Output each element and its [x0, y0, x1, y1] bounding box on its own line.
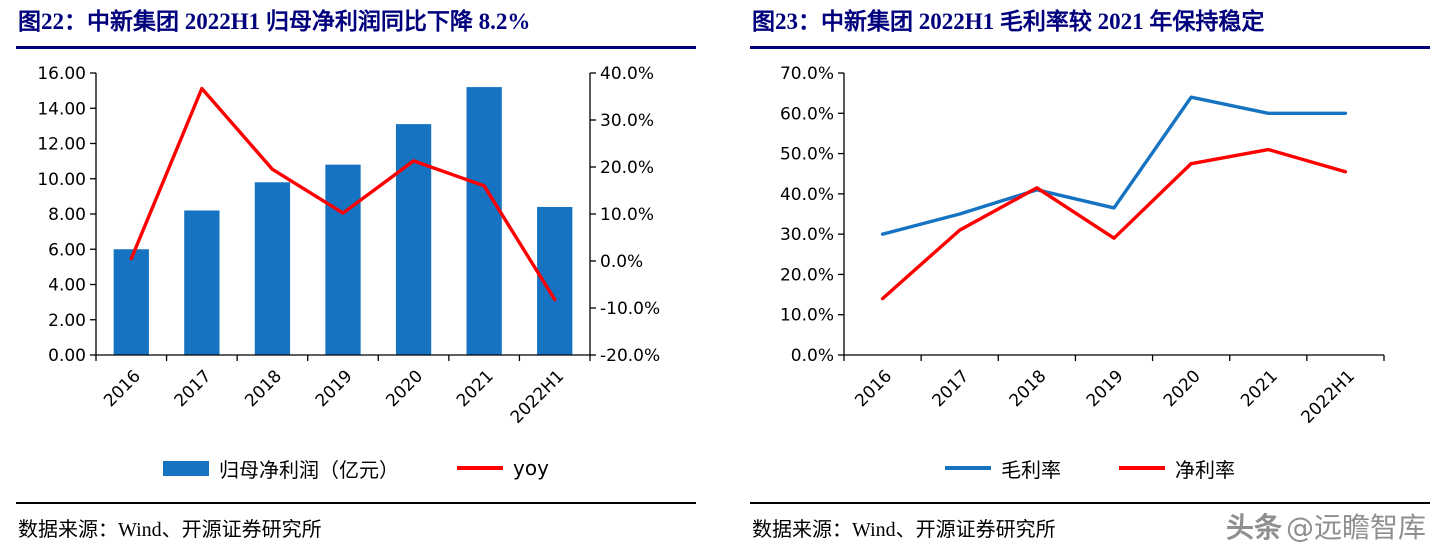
svg-text:0.0%: 0.0% [600, 252, 643, 272]
blue-line-swatch-icon [945, 466, 991, 471]
svg-text:2016: 2016 [100, 366, 145, 411]
figure-22-source: 数据来源：Wind、开源证券研究所 [16, 502, 696, 552]
legend-item-gross-margin: 毛利率 [945, 454, 1061, 483]
svg-text:40.0%: 40.0% [780, 185, 834, 205]
svg-text:30.0%: 30.0% [600, 111, 654, 131]
svg-text:16.00: 16.00 [37, 64, 86, 84]
svg-text:2019: 2019 [1083, 366, 1128, 411]
svg-text:4.00: 4.00 [48, 275, 86, 295]
svg-text:2018: 2018 [241, 366, 286, 411]
red-line-swatch-icon [457, 466, 504, 471]
svg-text:10.00: 10.00 [37, 170, 86, 190]
svg-text:2017: 2017 [929, 366, 974, 411]
figure-22-panel: 图22：中新集团 2022H1 归母净利润同比下降 8.2% 0.00 2.00 4… [16, 6, 696, 552]
figure-23-source: 数据来源：Wind、开源证券研究所 [750, 502, 1430, 552]
svg-text:14.00: 14.00 [37, 99, 86, 119]
svg-text:60.0%: 60.0% [780, 104, 834, 124]
watermark-handle: @远瞻智库 [1285, 511, 1426, 544]
svg-text:6.00: 6.00 [48, 240, 86, 260]
svg-text:2022H1: 2022H1 [507, 366, 568, 427]
svg-text:50.0%: 50.0% [780, 144, 834, 164]
svg-text:8.00: 8.00 [48, 205, 86, 225]
figure-23-title: 图23：中新集团 2022H1 毛利率较 2021 年保持稳定 [750, 6, 1430, 49]
legend-label-net-profit: 归母净利润（亿元） [219, 457, 400, 482]
svg-text:20.0%: 20.0% [600, 158, 654, 178]
figure-23-panel: 图23：中新集团 2022H1 毛利率较 2021 年保持稳定 0.0% 10.0… [750, 6, 1430, 552]
svg-text:2016: 2016 [851, 366, 896, 411]
legend-item-net-margin: 净利率 [1119, 454, 1235, 483]
svg-text:-10.0%: -10.0% [600, 299, 660, 319]
figure-22-title: 图22：中新集团 2022H1 归母净利润同比下降 8.2% [16, 6, 696, 49]
svg-text:20.0%: 20.0% [780, 265, 834, 285]
legend-item-net-profit: 归母净利润（亿元） [163, 454, 399, 483]
figure-23-legend: 毛利率 净利率 [750, 454, 1430, 483]
red-line-swatch-icon [1119, 466, 1165, 471]
watermark: 头条 @远瞻智库 [1226, 506, 1426, 546]
svg-text:30.0%: 30.0% [780, 225, 834, 245]
net-profit-yoy-combo-chart: 0.00 2.00 4.00 6.00 8.00 10.00 12.00 14.00 16.00… [37, 64, 660, 428]
legend-item-yoy: yoy [457, 456, 549, 480]
svg-text:2021: 2021 [453, 366, 498, 411]
svg-text:2020: 2020 [1160, 366, 1205, 411]
figure-22-chart-area: 0.00 2.00 4.00 6.00 8.00 10.00 12.00 14.00 16.00… [16, 59, 696, 454]
svg-text:2018: 2018 [1006, 366, 1051, 411]
legend-label-net-margin: 净利率 [1175, 457, 1235, 482]
legend-label-gross-margin: 毛利率 [1001, 457, 1061, 482]
bar-swatch-icon [163, 460, 210, 476]
margin-trend-line-chart: 0.0% 10.0% 20.0% 30.0% 40.0% 50.0% 60.0% 70.0% 2… [780, 64, 1385, 428]
svg-text:12.00: 12.00 [37, 134, 86, 154]
svg-text:2022H1: 2022H1 [1298, 366, 1359, 427]
svg-text:70.0%: 70.0% [780, 64, 834, 84]
svg-text:0.00: 0.00 [48, 346, 86, 366]
svg-text:-20.0%: -20.0% [600, 346, 660, 366]
legend-label-yoy: yoy [513, 456, 549, 481]
svg-text:10.0%: 10.0% [600, 205, 654, 225]
figure-23-chart-area: 0.0% 10.0% 20.0% 30.0% 40.0% 50.0% 60.0% 70.0% 2… [750, 59, 1430, 454]
svg-text:0.0%: 0.0% [791, 346, 834, 366]
svg-text:2017: 2017 [171, 366, 216, 411]
svg-text:2.00: 2.00 [48, 311, 86, 331]
figure-22-legend: 归母净利润（亿元） yoy [16, 454, 696, 483]
svg-text:2019: 2019 [312, 366, 357, 411]
svg-text:2020: 2020 [382, 366, 427, 411]
watermark-brand: 头条 [1225, 511, 1282, 544]
svg-text:2021: 2021 [1237, 366, 1282, 411]
svg-text:10.0%: 10.0% [780, 305, 834, 325]
svg-text:40.0%: 40.0% [600, 64, 654, 84]
